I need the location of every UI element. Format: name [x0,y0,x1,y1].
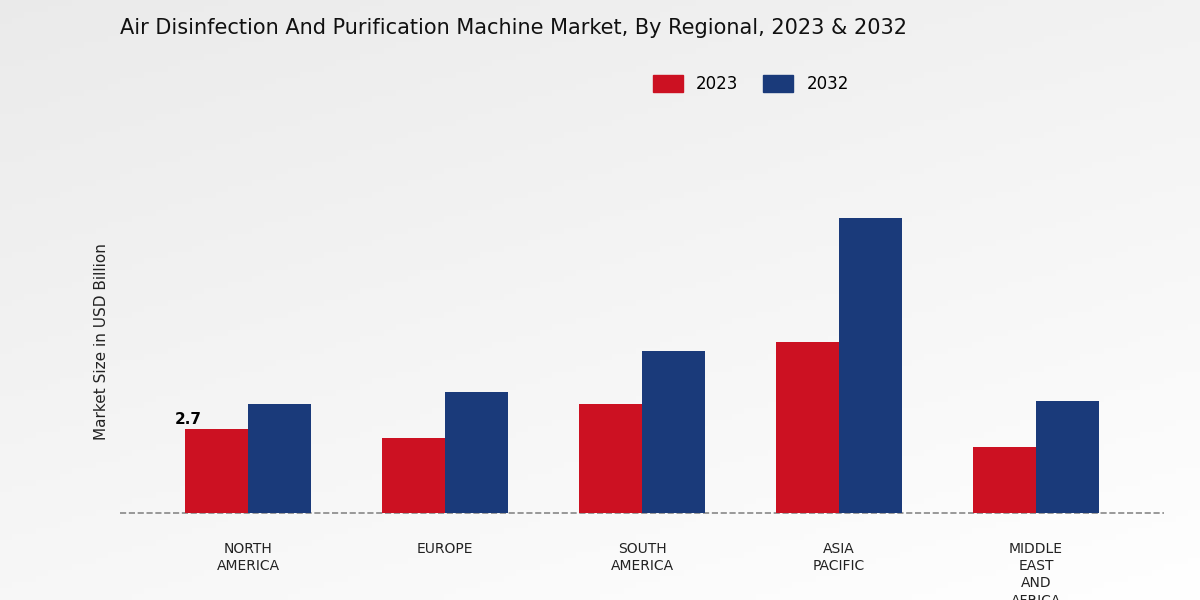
Bar [1036,401,1099,512]
Text: Air Disinfection And Purification Machine Market, By Regional, 2023 & 2032: Air Disinfection And Purification Machin… [120,18,907,38]
Y-axis label: Market Size in USD Billion: Market Size in USD Billion [94,244,109,440]
Bar [248,404,311,512]
Bar [445,392,508,512]
Text: 2.7: 2.7 [175,412,202,427]
Bar [578,404,642,512]
Bar [185,429,248,512]
Bar [776,342,839,512]
Legend: 2023, 2032: 2023, 2032 [646,68,856,100]
Bar [973,448,1036,512]
Bar [382,438,445,512]
Bar [642,351,706,512]
Bar [839,218,902,512]
